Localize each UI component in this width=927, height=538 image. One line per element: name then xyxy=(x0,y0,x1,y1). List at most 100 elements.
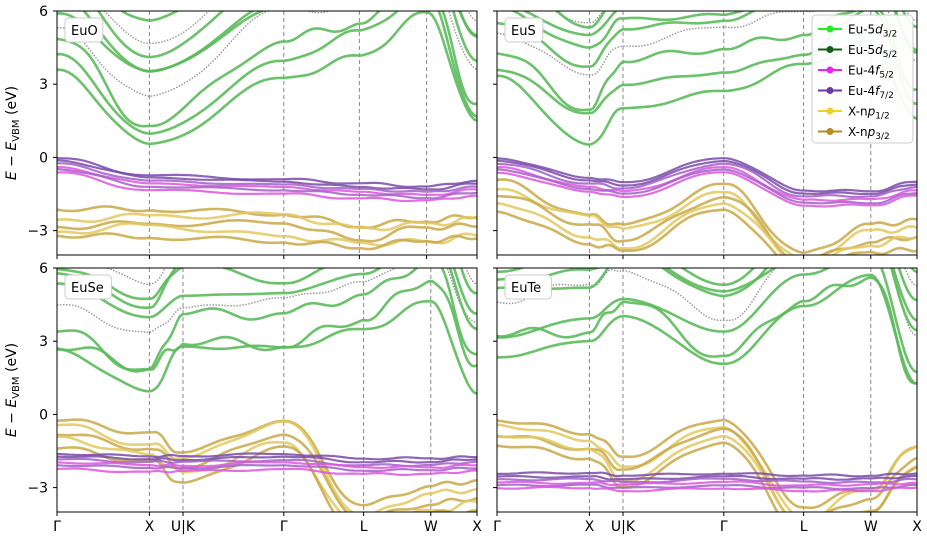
y-axis-label-main: E − E xyxy=(4,399,20,437)
x-tick-label: L xyxy=(360,519,368,535)
valence-p-band xyxy=(497,201,917,255)
legend-entry: Eu-4f5/2 xyxy=(818,64,894,81)
legend-entry: Eu-5d3/2 xyxy=(818,23,897,40)
y-tick-label: −3 xyxy=(27,481,48,497)
y-axis-label-main: E − E xyxy=(4,142,20,180)
legend-entry: Eu-4f7/2 xyxy=(818,84,894,101)
panel-title-text: EuS xyxy=(511,24,536,39)
valence-f-band xyxy=(497,477,917,485)
conduction-band xyxy=(555,11,607,29)
legend: Eu-5d3/2 Eu-5d5/2 Eu-4f5/2 Eu-4f7/2 X-np1/2 X… xyxy=(811,14,914,144)
axes-frame xyxy=(496,10,918,256)
conduction-band xyxy=(497,276,917,385)
conduction-band xyxy=(497,11,917,76)
legend-marker xyxy=(826,87,834,94)
y-axis-label: E − EVBM (eV) xyxy=(4,343,22,437)
panel-eus: EuS xyxy=(493,10,918,259)
x-tick-label: X xyxy=(145,519,155,535)
valence-p-band xyxy=(57,211,477,232)
panel-title-box xyxy=(504,274,552,300)
valence-f-band xyxy=(57,162,477,193)
conduction-band xyxy=(57,11,477,128)
legend-label: Eu-4f7/2 xyxy=(848,84,894,101)
conduction-band xyxy=(497,268,917,374)
axes-frame xyxy=(56,267,478,513)
x-tick-label: Γ xyxy=(493,519,501,535)
valence-f-band xyxy=(497,166,917,202)
valence-f-band xyxy=(497,485,917,493)
y-tick-label: 3 xyxy=(39,334,48,350)
y-axis-label-unit: (eV) xyxy=(4,343,20,377)
valence-p-band xyxy=(57,435,477,512)
valence-p-band xyxy=(497,427,917,512)
valence-p-band xyxy=(57,420,477,512)
legend-marker xyxy=(826,25,834,33)
conduction-band xyxy=(57,268,477,372)
conduction-band xyxy=(57,268,477,301)
y-axis-label-unit: (eV) xyxy=(4,86,20,120)
conduction-band xyxy=(497,11,917,112)
panel-title-text: EuO xyxy=(71,24,98,39)
conduction-band xyxy=(497,268,917,302)
conduction-band xyxy=(57,268,477,334)
y-tick-label: 6 xyxy=(39,4,48,20)
conduction-band xyxy=(497,268,917,336)
conduction-band xyxy=(510,11,917,52)
legend-marker xyxy=(826,66,834,74)
panel-euse: −3 0 3 6 Γ X U|K Γ L W X EuSe xyxy=(27,261,482,535)
y-axis-label: E − EVBM (eV) xyxy=(4,86,22,180)
y-tick-label: 0 xyxy=(39,407,48,423)
y-tick-label: −3 xyxy=(27,224,48,240)
valence-p-band xyxy=(497,187,917,255)
conduction-band xyxy=(57,268,477,331)
legend-label: X-np1/2 xyxy=(848,105,890,122)
legend-label: Eu-4f5/2 xyxy=(848,64,894,81)
conduction-band xyxy=(96,11,477,59)
valence-p-band xyxy=(57,232,477,251)
bands xyxy=(497,11,917,255)
conduction-band xyxy=(105,268,477,286)
valence-f-band xyxy=(57,452,477,461)
x-tick-label: X xyxy=(912,519,922,535)
x-tick-label: U|K xyxy=(611,519,636,535)
panel-title-box xyxy=(64,17,104,43)
bands xyxy=(57,11,477,251)
y-axis-label-sub: VBM xyxy=(11,119,22,141)
valence-f-band xyxy=(497,157,917,193)
valence-p-band xyxy=(57,219,477,243)
panel-title: EuTe xyxy=(504,274,552,300)
panel-title: EuS xyxy=(504,17,544,43)
panel-eute: Γ X U|K Γ L W X EuTe xyxy=(493,267,922,535)
y-axis-label-sub: VBM xyxy=(11,376,22,398)
conduction-band xyxy=(522,11,917,37)
legend-entry: Eu-5d5/2 xyxy=(818,43,897,60)
valence-f-band xyxy=(57,455,477,464)
panel-title: EuO xyxy=(64,17,104,43)
legend-entry: X-np3/2 xyxy=(818,125,890,142)
valence-f-band xyxy=(57,171,477,203)
valence-p-band xyxy=(497,434,917,512)
valence-f-band xyxy=(497,162,917,199)
y-tick-label: 0 xyxy=(39,150,48,166)
valence-p-band xyxy=(497,418,917,510)
conduction-band xyxy=(82,11,477,73)
conduction-band xyxy=(57,300,477,395)
x-tick-label: Γ xyxy=(720,519,728,535)
bands xyxy=(497,268,917,512)
panel-title-text: EuTe xyxy=(511,281,541,296)
panel-title-text: EuSe xyxy=(71,281,104,296)
conduction-band xyxy=(497,268,917,332)
x-tick-label: X xyxy=(472,519,482,535)
conduction-band xyxy=(497,273,917,386)
panel-title-box xyxy=(64,274,112,300)
valence-f-band xyxy=(57,464,477,473)
valence-f-band xyxy=(57,467,477,476)
valence-p-band xyxy=(57,433,477,512)
valence-f-band xyxy=(497,480,917,487)
axes-frame xyxy=(56,10,478,256)
conduction-band xyxy=(57,11,477,98)
x-tick-label: U|K xyxy=(171,519,196,535)
valence-f-band xyxy=(497,159,917,196)
legend-label: Eu-5d3/2 xyxy=(848,23,897,40)
